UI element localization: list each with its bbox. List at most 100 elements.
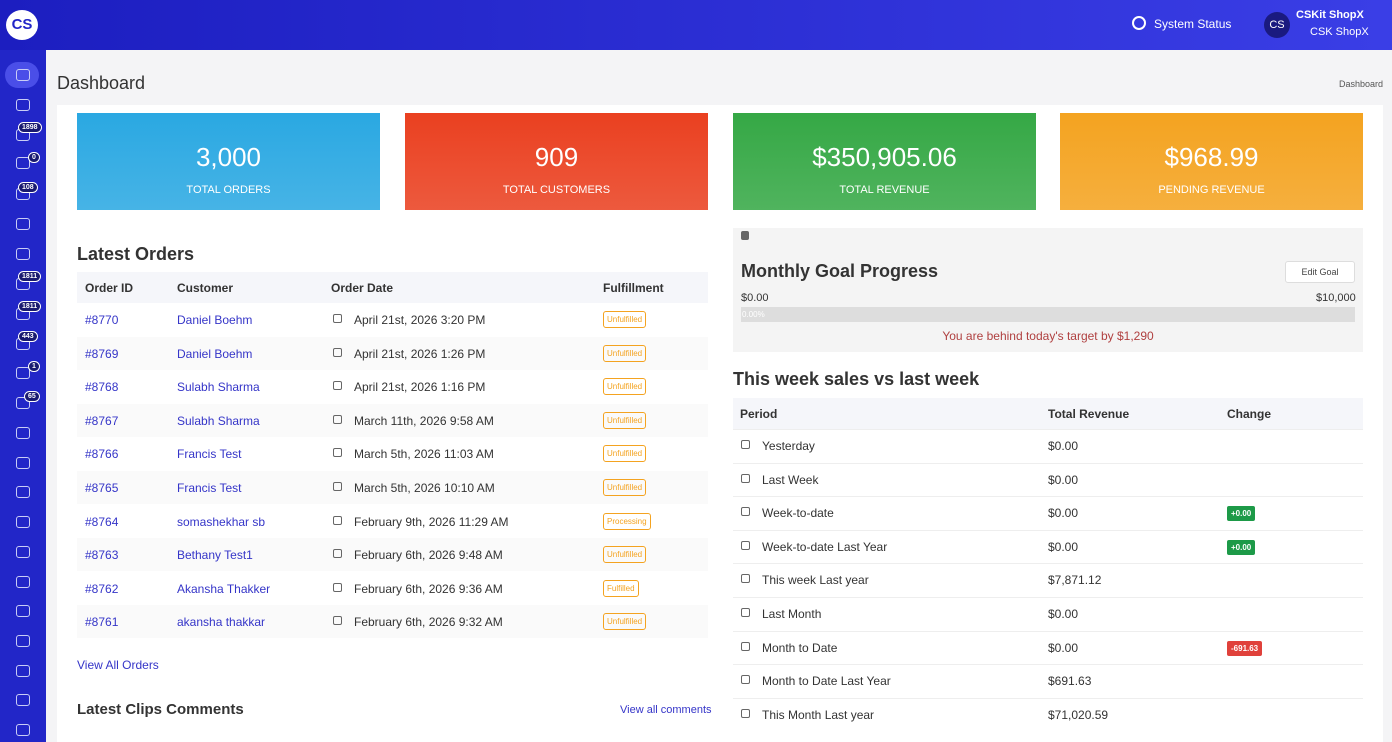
nav-badge: 1898: [18, 122, 42, 133]
customer[interactable]: Bethany Test1: [177, 548, 253, 563]
page-title: Dashboard: [57, 73, 146, 93]
order-id[interactable]: #8762: [85, 581, 119, 596]
order-date: March 5th, 2026 10:10 AM: [354, 481, 495, 495]
order-id[interactable]: #8764: [85, 514, 119, 529]
stat-card[interactable]: [1060, 113, 1363, 210]
order-date: February 6th, 2026 9:36 AM: [354, 581, 503, 596]
row-line: [733, 529, 1363, 531]
order-id[interactable]: #8765: [85, 481, 119, 495]
fulfillment: Fulfilled: [603, 579, 639, 597]
calendar-icon: [741, 574, 750, 584]
nav-icon[interactable]: [16, 397, 30, 409]
goal-title: Monthly Goal Progress: [741, 261, 939, 281]
lock-icon: [741, 231, 749, 240]
order-date: March 11th, 2026 9:58 AM: [354, 413, 494, 428]
view-all-orders[interactable]: View All Orders: [77, 658, 159, 672]
column-header: Change: [1227, 407, 1272, 421]
revenue: $7,871.12: [1048, 573, 1102, 588]
stat-card[interactable]: [733, 113, 1036, 210]
column-header: Total Revenue: [1048, 407, 1130, 421]
view-all-comments[interactable]: View all comments: [620, 704, 712, 716]
change-badge: -691.63: [1227, 640, 1263, 656]
row-line: [733, 429, 1363, 430]
fulfillment: Unfulfilled: [603, 479, 647, 496]
table-header: [733, 398, 1363, 429]
nav-icon[interactable]: [16, 665, 30, 677]
row-line: [733, 496, 1363, 498]
nav-badge: 1811: [18, 301, 42, 312]
nav-icon[interactable]: [16, 635, 30, 647]
nav-icon[interactable]: [16, 157, 30, 169]
customer[interactable]: Daniel Boehm: [177, 313, 253, 327]
column-header: Fulfillment: [603, 281, 664, 295]
row-bg: [77, 403, 708, 437]
order-id[interactable]: #8770: [85, 313, 119, 327]
customer[interactable]: Daniel Boehm: [177, 346, 253, 361]
nav-icon[interactable]: [16, 724, 30, 736]
customer[interactable]: Akansha Thakker: [177, 581, 271, 596]
order-id[interactable]: #8766: [85, 447, 119, 462]
nav-icon[interactable]: [16, 427, 30, 439]
order-date: April 21st, 2026 1:26 PM: [354, 346, 486, 361]
logo[interactable]: CS: [6, 10, 38, 40]
nav-icon[interactable]: [16, 367, 30, 379]
fulfillment: Unfulfilled: [603, 613, 647, 631]
header: CS System Status CS CSKit ShopX CSK Shop…: [0, 0, 1392, 50]
breadcrumb[interactable]: Dashboard: [1339, 79, 1384, 89]
revenue: $691.63: [1048, 674, 1092, 689]
stat-label: TOTAL ORDERS: [186, 184, 271, 196]
section-title: Latest Orders: [77, 244, 195, 264]
revenue: $0.00: [1048, 439, 1079, 453]
column-header: Customer: [177, 281, 234, 295]
nav-icon[interactable]: [16, 605, 30, 617]
order-id[interactable]: #8769: [85, 346, 119, 361]
progress-track: [741, 307, 1355, 322]
customer[interactable]: Francis Test: [177, 481, 242, 495]
order-id[interactable]: #8761: [85, 615, 119, 630]
order-id[interactable]: #8763: [85, 548, 119, 563]
customer[interactable]: somashekhar sb: [177, 514, 266, 529]
column-header: Period: [740, 407, 778, 421]
order-date: March 5th, 2026 11:03 AM: [354, 447, 494, 462]
status-icon: [1132, 16, 1146, 30]
user-name[interactable]: CSKit ShopX: [1296, 9, 1364, 21]
customer[interactable]: akansha thakkar: [177, 615, 266, 630]
system-status[interactable]: System Status: [1154, 17, 1232, 31]
order-id[interactable]: #8767: [85, 413, 119, 428]
table-header: [77, 272, 708, 303]
avatar[interactable]: CS: [1264, 12, 1290, 38]
calendar-icon: [741, 507, 750, 517]
nav-active[interactable]: [5, 62, 39, 88]
progress-label: 0.00%: [742, 310, 765, 319]
change-badge: +0.00: [1227, 506, 1256, 522]
row-bg: [77, 471, 708, 504]
stat-card[interactable]: [77, 113, 380, 210]
nav-icon[interactable]: [16, 69, 30, 81]
nav-icon[interactable]: [16, 546, 30, 558]
stat-card[interactable]: [405, 113, 708, 210]
customer[interactable]: Francis Test: [177, 447, 242, 462]
nav-icon[interactable]: [16, 516, 30, 528]
nav-icon[interactable]: [16, 248, 30, 260]
customer[interactable]: Sulabh Sharma: [177, 380, 260, 395]
nav-icon[interactable]: [16, 694, 30, 706]
nav-icon[interactable]: [16, 486, 30, 498]
stat-label: PENDING REVENUE: [1158, 184, 1265, 196]
order-date: February 9th, 2026 11:29 AM: [354, 514, 509, 529]
nav-icon[interactable]: [16, 457, 30, 469]
edit-goal[interactable]: Edit Goal: [1285, 261, 1355, 283]
stat-value: 3,000: [195, 142, 262, 172]
calendar-icon: [333, 314, 342, 323]
nav-icon[interactable]: [16, 218, 30, 230]
stat-value: $350,905.06: [812, 142, 957, 172]
period: Last Month: [762, 607, 822, 621]
nav-badge: 108: [18, 182, 38, 193]
nav-icon[interactable]: [16, 576, 30, 588]
calendar-icon: [741, 708, 750, 718]
order-id[interactable]: #8768: [85, 380, 119, 395]
fulfillment: Unfulfilled: [603, 411, 647, 429]
nav-icon[interactable]: [16, 99, 30, 111]
customer[interactable]: Sulabh Sharma: [177, 413, 260, 428]
user-store: CSK ShopX: [1310, 26, 1369, 38]
order-date: February 6th, 2026 9:32 AM: [354, 615, 503, 630]
